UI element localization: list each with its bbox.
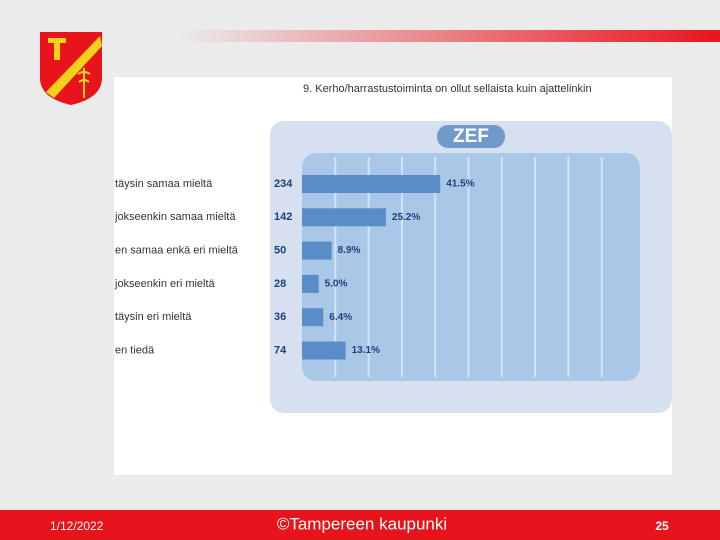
value-label: 25.2% <box>392 212 420 223</box>
footer-text: ©Tampereen kaupunki <box>277 514 447 533</box>
category-label: en tiedä <box>115 344 155 356</box>
top-bar <box>180 30 720 42</box>
count-label: 36 <box>274 311 286 323</box>
plot-panel <box>302 153 640 381</box>
chart-title: 9. Kerho/harrastustoiminta on ollut sell… <box>303 83 592 95</box>
bar <box>302 308 324 327</box>
footer-date: 1/12/2022 <box>50 519 104 533</box>
bar <box>302 341 346 360</box>
category-label: jokseenkin samaa mieltä <box>114 211 236 223</box>
value-label: 41.5% <box>446 179 474 190</box>
value-label: 6.4% <box>329 312 352 323</box>
value-label: 13.1% <box>352 345 380 356</box>
bar <box>302 274 319 293</box>
count-label: 28 <box>274 278 286 290</box>
badge-text: ZEF <box>453 126 489 147</box>
value-label: 5.0% <box>325 279 348 290</box>
bar <box>302 241 332 260</box>
count-label: 50 <box>274 245 286 257</box>
value-label: 8.9% <box>338 245 361 256</box>
footer-bar <box>0 510 720 540</box>
page-number: 25 <box>655 519 669 533</box>
category-label: en samaa enkä eri mieltä <box>115 245 239 257</box>
category-label: täysin eri mieltä <box>115 311 192 323</box>
category-label: jokseenkin eri mieltä <box>114 278 216 290</box>
category-label: täysin samaa mieltä <box>115 178 213 190</box>
bar <box>302 208 386 227</box>
count-label: 234 <box>274 178 293 190</box>
count-label: 142 <box>274 211 292 223</box>
count-label: 74 <box>274 344 287 356</box>
bar <box>302 175 441 193</box>
badge <box>437 125 505 148</box>
logo <box>40 32 102 105</box>
